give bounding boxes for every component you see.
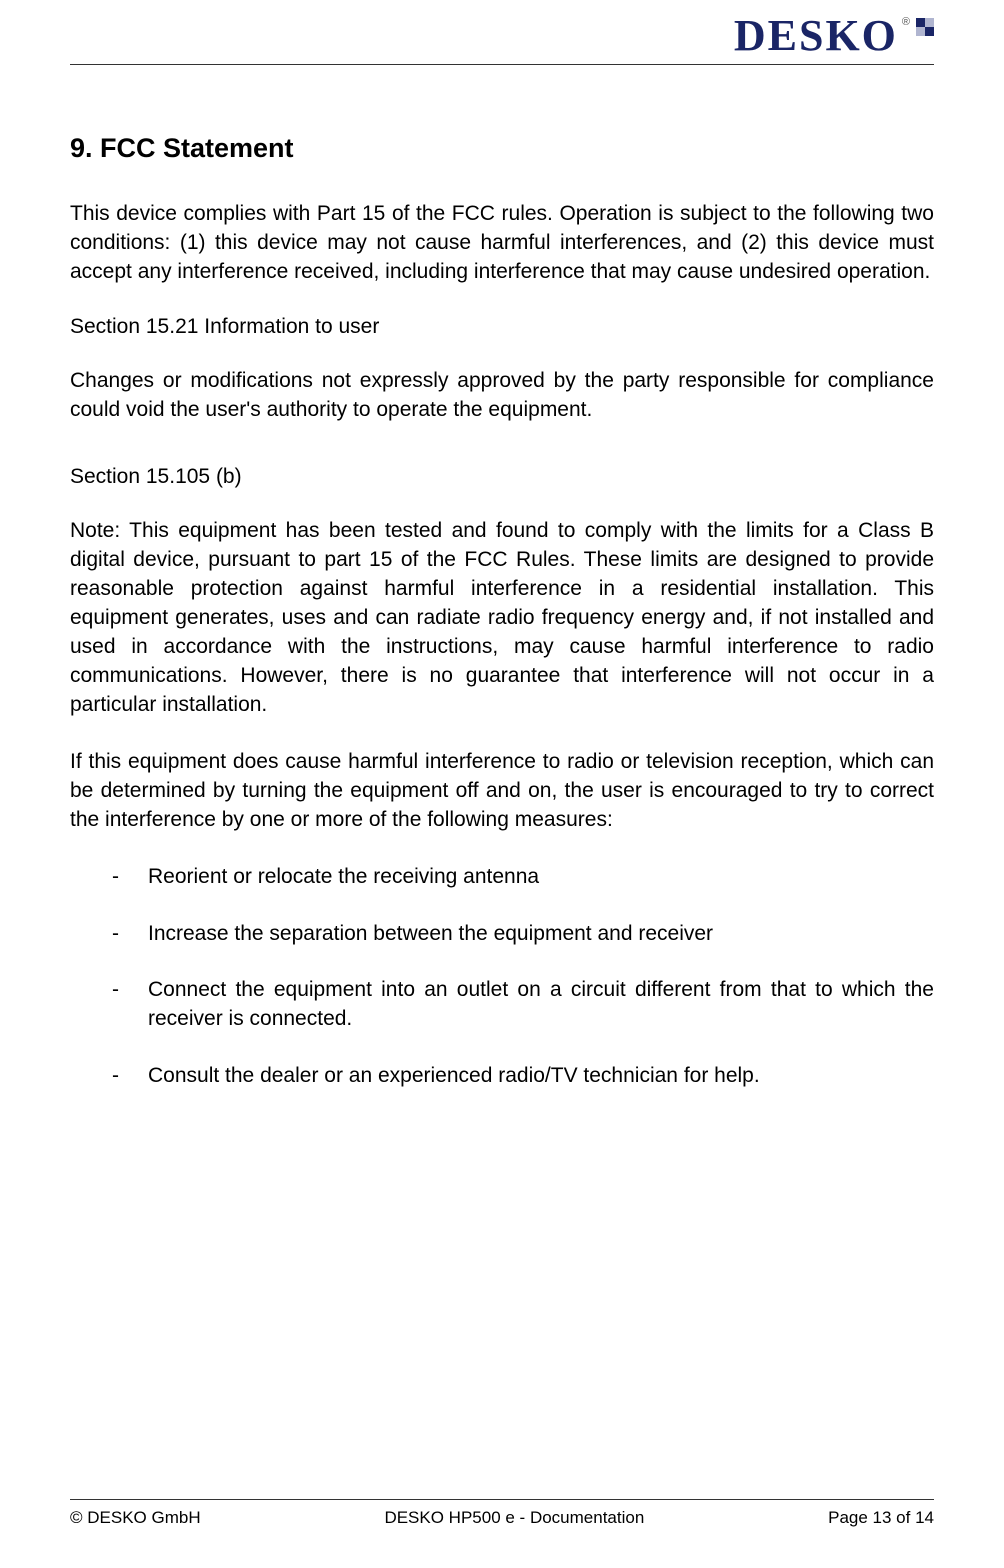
list-item: - Reorient or relocate the receiving ant… bbox=[112, 863, 934, 892]
paragraph-measures-intro: If this equipment does cause harmful int… bbox=[70, 748, 934, 835]
list-item-text: Connect the equipment into an outlet on … bbox=[148, 976, 934, 1034]
paragraph-intro: This device complies with Part 15 of the… bbox=[70, 200, 934, 287]
bullet-dash-icon: - bbox=[112, 863, 148, 892]
list-item-text: Increase the separation between the equi… bbox=[148, 920, 934, 949]
footer-copyright: © DESKO GmbH bbox=[70, 1508, 201, 1528]
list-item: - Consult the dealer or an experienced r… bbox=[112, 1062, 934, 1091]
page-header: DESKO ® bbox=[70, 14, 934, 65]
list-item: - Increase the separation between the eq… bbox=[112, 920, 934, 949]
paragraph-15105b-note: Note: This equipment has been tested and… bbox=[70, 517, 934, 720]
registered-icon: ® bbox=[902, 16, 910, 28]
page-footer: © DESKO GmbH DESKO HP500 e - Documentati… bbox=[70, 1499, 934, 1528]
bullet-dash-icon: - bbox=[112, 976, 148, 1034]
section-heading: 9. FCC Statement bbox=[70, 133, 934, 164]
list-item-text: Reorient or relocate the receiving anten… bbox=[148, 863, 934, 892]
list-item-text: Consult the dealer or an experienced rad… bbox=[148, 1062, 934, 1091]
footer-page-number: Page 13 of 14 bbox=[828, 1508, 934, 1528]
section-15105b-label: Section 15.105 (b) bbox=[70, 465, 934, 489]
paragraph-1521: Changes or modifications not expressly a… bbox=[70, 367, 934, 425]
list-item: - Connect the equipment into an outlet o… bbox=[112, 976, 934, 1034]
company-logo: DESKO ® bbox=[734, 14, 934, 58]
logo-text: DESKO bbox=[734, 14, 898, 58]
measures-list: - Reorient or relocate the receiving ant… bbox=[70, 863, 934, 1092]
page-container: DESKO ® 9. FCC Statement This device com… bbox=[0, 0, 1004, 1568]
section-1521-label: Section 15.21 Information to user bbox=[70, 315, 934, 339]
bullet-dash-icon: - bbox=[112, 920, 148, 949]
page-content: 9. FCC Statement This device complies wi… bbox=[70, 133, 934, 1091]
bullet-dash-icon: - bbox=[112, 1062, 148, 1091]
logo-square-icon bbox=[916, 18, 934, 36]
footer-doc-title: DESKO HP500 e - Documentation bbox=[384, 1508, 644, 1528]
